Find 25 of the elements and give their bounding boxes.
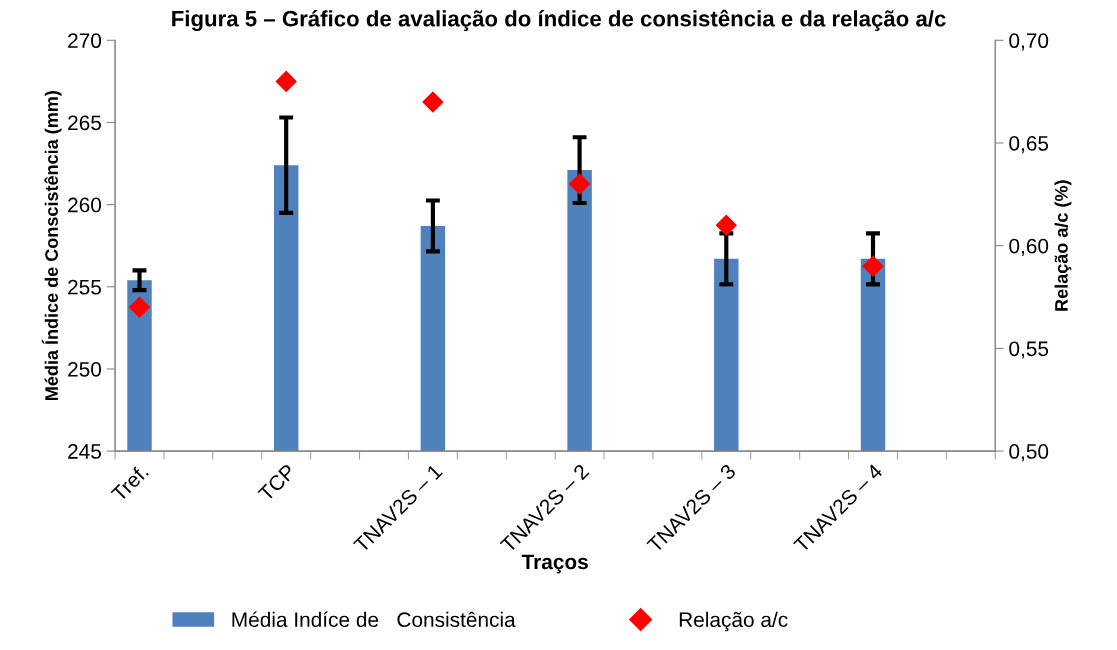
y2-axis-title: Relação a/c (%) — [1054, 180, 1072, 311]
y2-tick-label: 0,50 — [1009, 444, 1049, 462]
y-tick-label: 260 — [68, 197, 102, 213]
y2-tick-label: 0,65 — [1009, 136, 1049, 154]
point — [422, 91, 444, 113]
legend-label: Relação a/c — [679, 611, 788, 632]
y2-tick-label: 0,70 — [1009, 33, 1049, 51]
y2-tick-label: 0,55 — [1009, 341, 1049, 359]
point — [128, 296, 151, 319]
y2-tick-label: 0,60 — [1009, 238, 1049, 256]
point — [275, 70, 297, 93]
legend-label: Média Indíce de Consistência — [232, 611, 516, 628]
y-tick-label: 245 — [68, 444, 101, 459]
y-axis-title: Média Índice de Conscistência (mm) — [41, 91, 62, 400]
x-tick-label: TCP — [257, 463, 297, 503]
x-tick-label: Tref. — [110, 463, 149, 503]
y-tick-label: 255 — [68, 279, 101, 295]
y-tick-label: 270 — [68, 33, 102, 49]
point — [568, 173, 591, 195]
point — [715, 214, 738, 236]
y-tick-label: 265 — [68, 115, 101, 131]
y-tick-label: 250 — [68, 361, 102, 377]
point — [862, 255, 884, 277]
x-axis-title: Traços — [521, 554, 588, 574]
chart-title: Figura 5 – Gráfico de avaliação do índice de consistência e da relação a/c — [172, 9, 946, 32]
